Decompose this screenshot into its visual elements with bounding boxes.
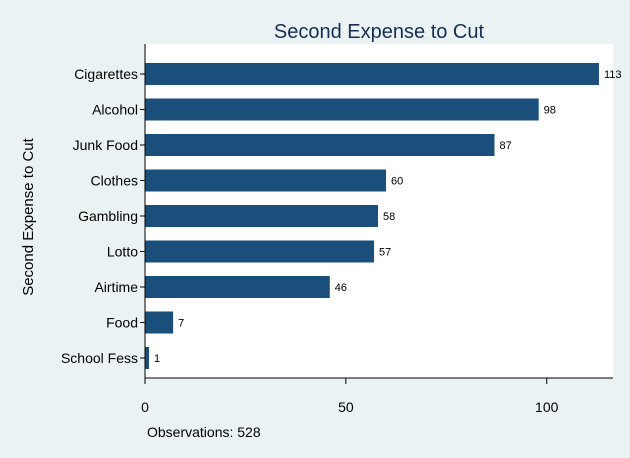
- y-axis-title: Second Expense to Cut: [20, 137, 37, 295]
- value-label: 46: [335, 282, 347, 294]
- observations-note: Observations: 528: [147, 424, 261, 440]
- category-label: Food: [106, 315, 138, 331]
- category-label: Clothes: [91, 173, 138, 189]
- value-label: 1: [154, 353, 160, 365]
- bar-food: [145, 311, 174, 334]
- bar-gambling: [145, 205, 378, 227]
- category-label: Alcohol: [92, 102, 138, 118]
- category-label: Airtime: [94, 279, 138, 295]
- bar-junk-food: [145, 134, 495, 156]
- value-label: 7: [178, 318, 184, 330]
- value-label: 60: [391, 176, 403, 188]
- x-tick-label: 100: [535, 399, 559, 415]
- bars-group: [145, 63, 599, 369]
- x-tick-label: 0: [141, 399, 149, 415]
- x-axis-ticks: 0 50 100: [141, 378, 559, 415]
- value-labels: 113 98 87 60 58 57 46 7 1: [154, 69, 621, 365]
- bar-alcohol: [145, 98, 539, 121]
- bar-cigarettes: [145, 63, 599, 85]
- bar-school-fess: [145, 347, 150, 369]
- bar-airtime: [145, 276, 330, 298]
- category-label: Junk Food: [73, 137, 138, 153]
- value-label: 58: [383, 211, 395, 223]
- value-label: 98: [544, 105, 556, 117]
- category-labels: Cigarettes Alcohol Junk Food Clothes Gamblin…: [61, 66, 145, 366]
- category-label: Gambling: [78, 208, 138, 224]
- x-tick-label: 50: [338, 399, 354, 415]
- chart-title: Second Expense to Cut: [274, 21, 485, 43]
- category-label: School Fess: [61, 350, 138, 366]
- bar-clothes: [145, 169, 387, 192]
- value-label: 113: [604, 69, 622, 81]
- value-label: 87: [499, 140, 511, 152]
- value-label: 57: [379, 247, 391, 259]
- category-label: Cigarettes: [74, 66, 138, 82]
- category-label: Lotto: [107, 244, 138, 260]
- bar-lotto: [145, 240, 374, 263]
